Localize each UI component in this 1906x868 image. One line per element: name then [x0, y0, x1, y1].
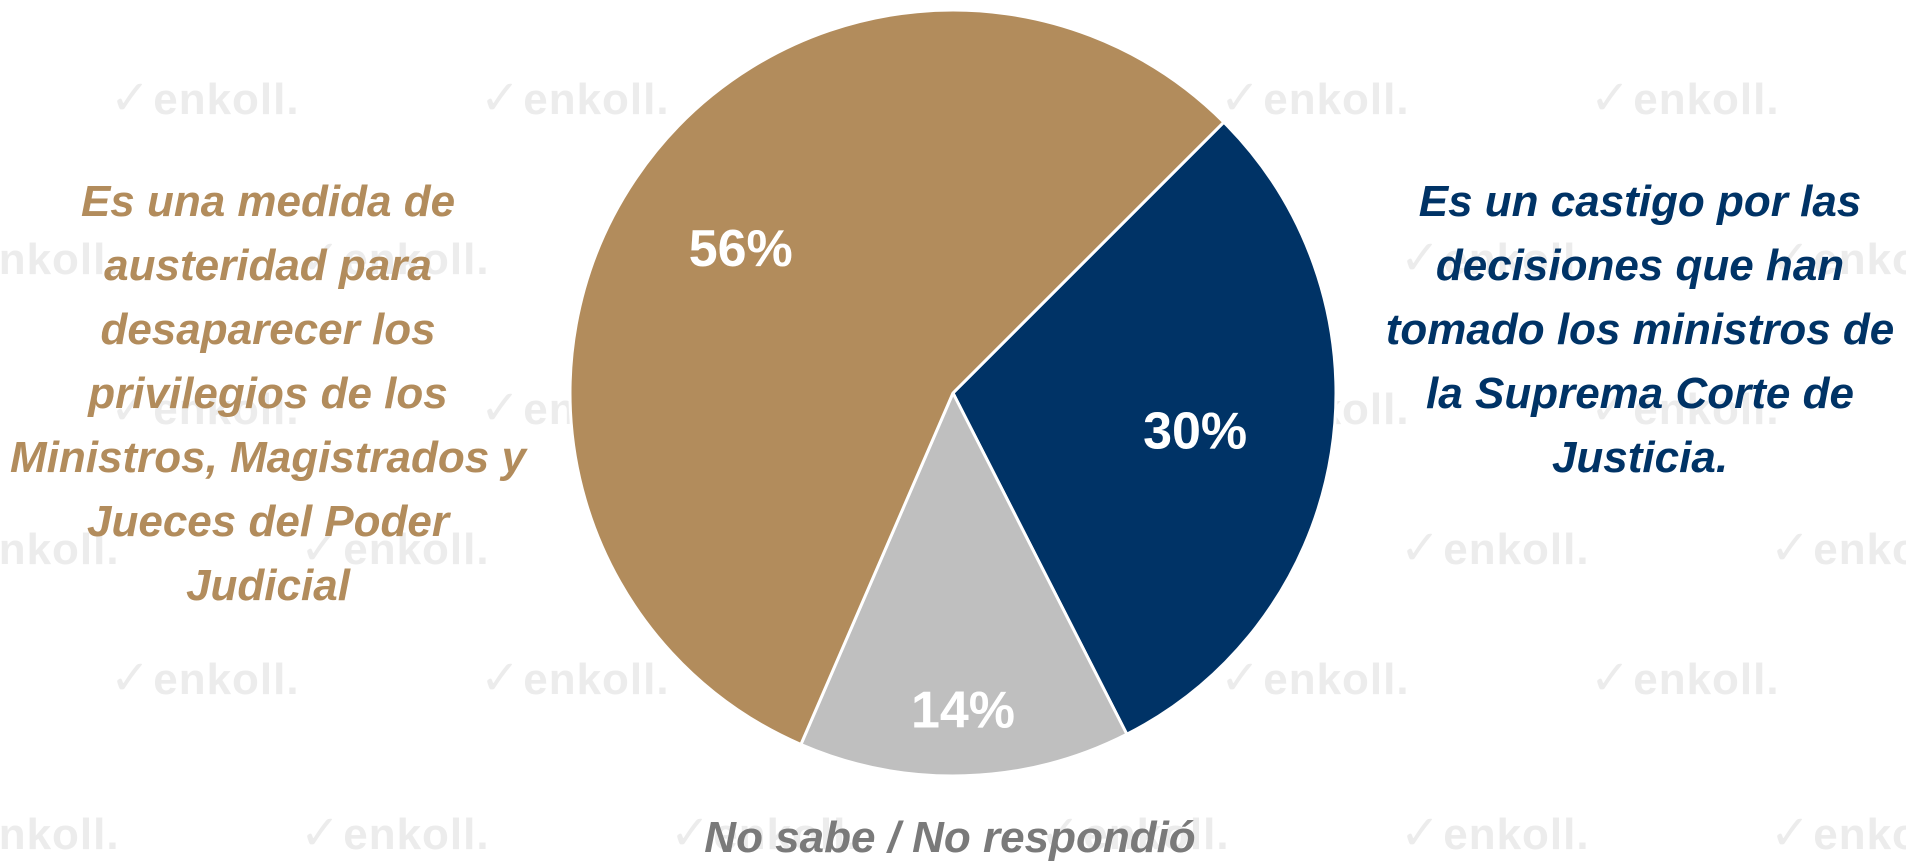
pct-label-castigo: 30% [1143, 402, 1247, 460]
slice-label-austeridad: Es una medida de austeridad para desapar… [10, 177, 526, 610]
slice-no-sabe [799, 391, 1129, 778]
pct-label-no-sabe: 14% [911, 682, 1015, 740]
slice-austeridad [568, 8, 1226, 746]
slice-label-no-sabe: No sabe / No respondió [704, 813, 1196, 862]
slice-castigo [951, 120, 1338, 736]
pct-label-austeridad: 56% [689, 220, 793, 278]
slice-label-castigo: Es un castigo por las decisiones que han… [1385, 177, 1895, 482]
